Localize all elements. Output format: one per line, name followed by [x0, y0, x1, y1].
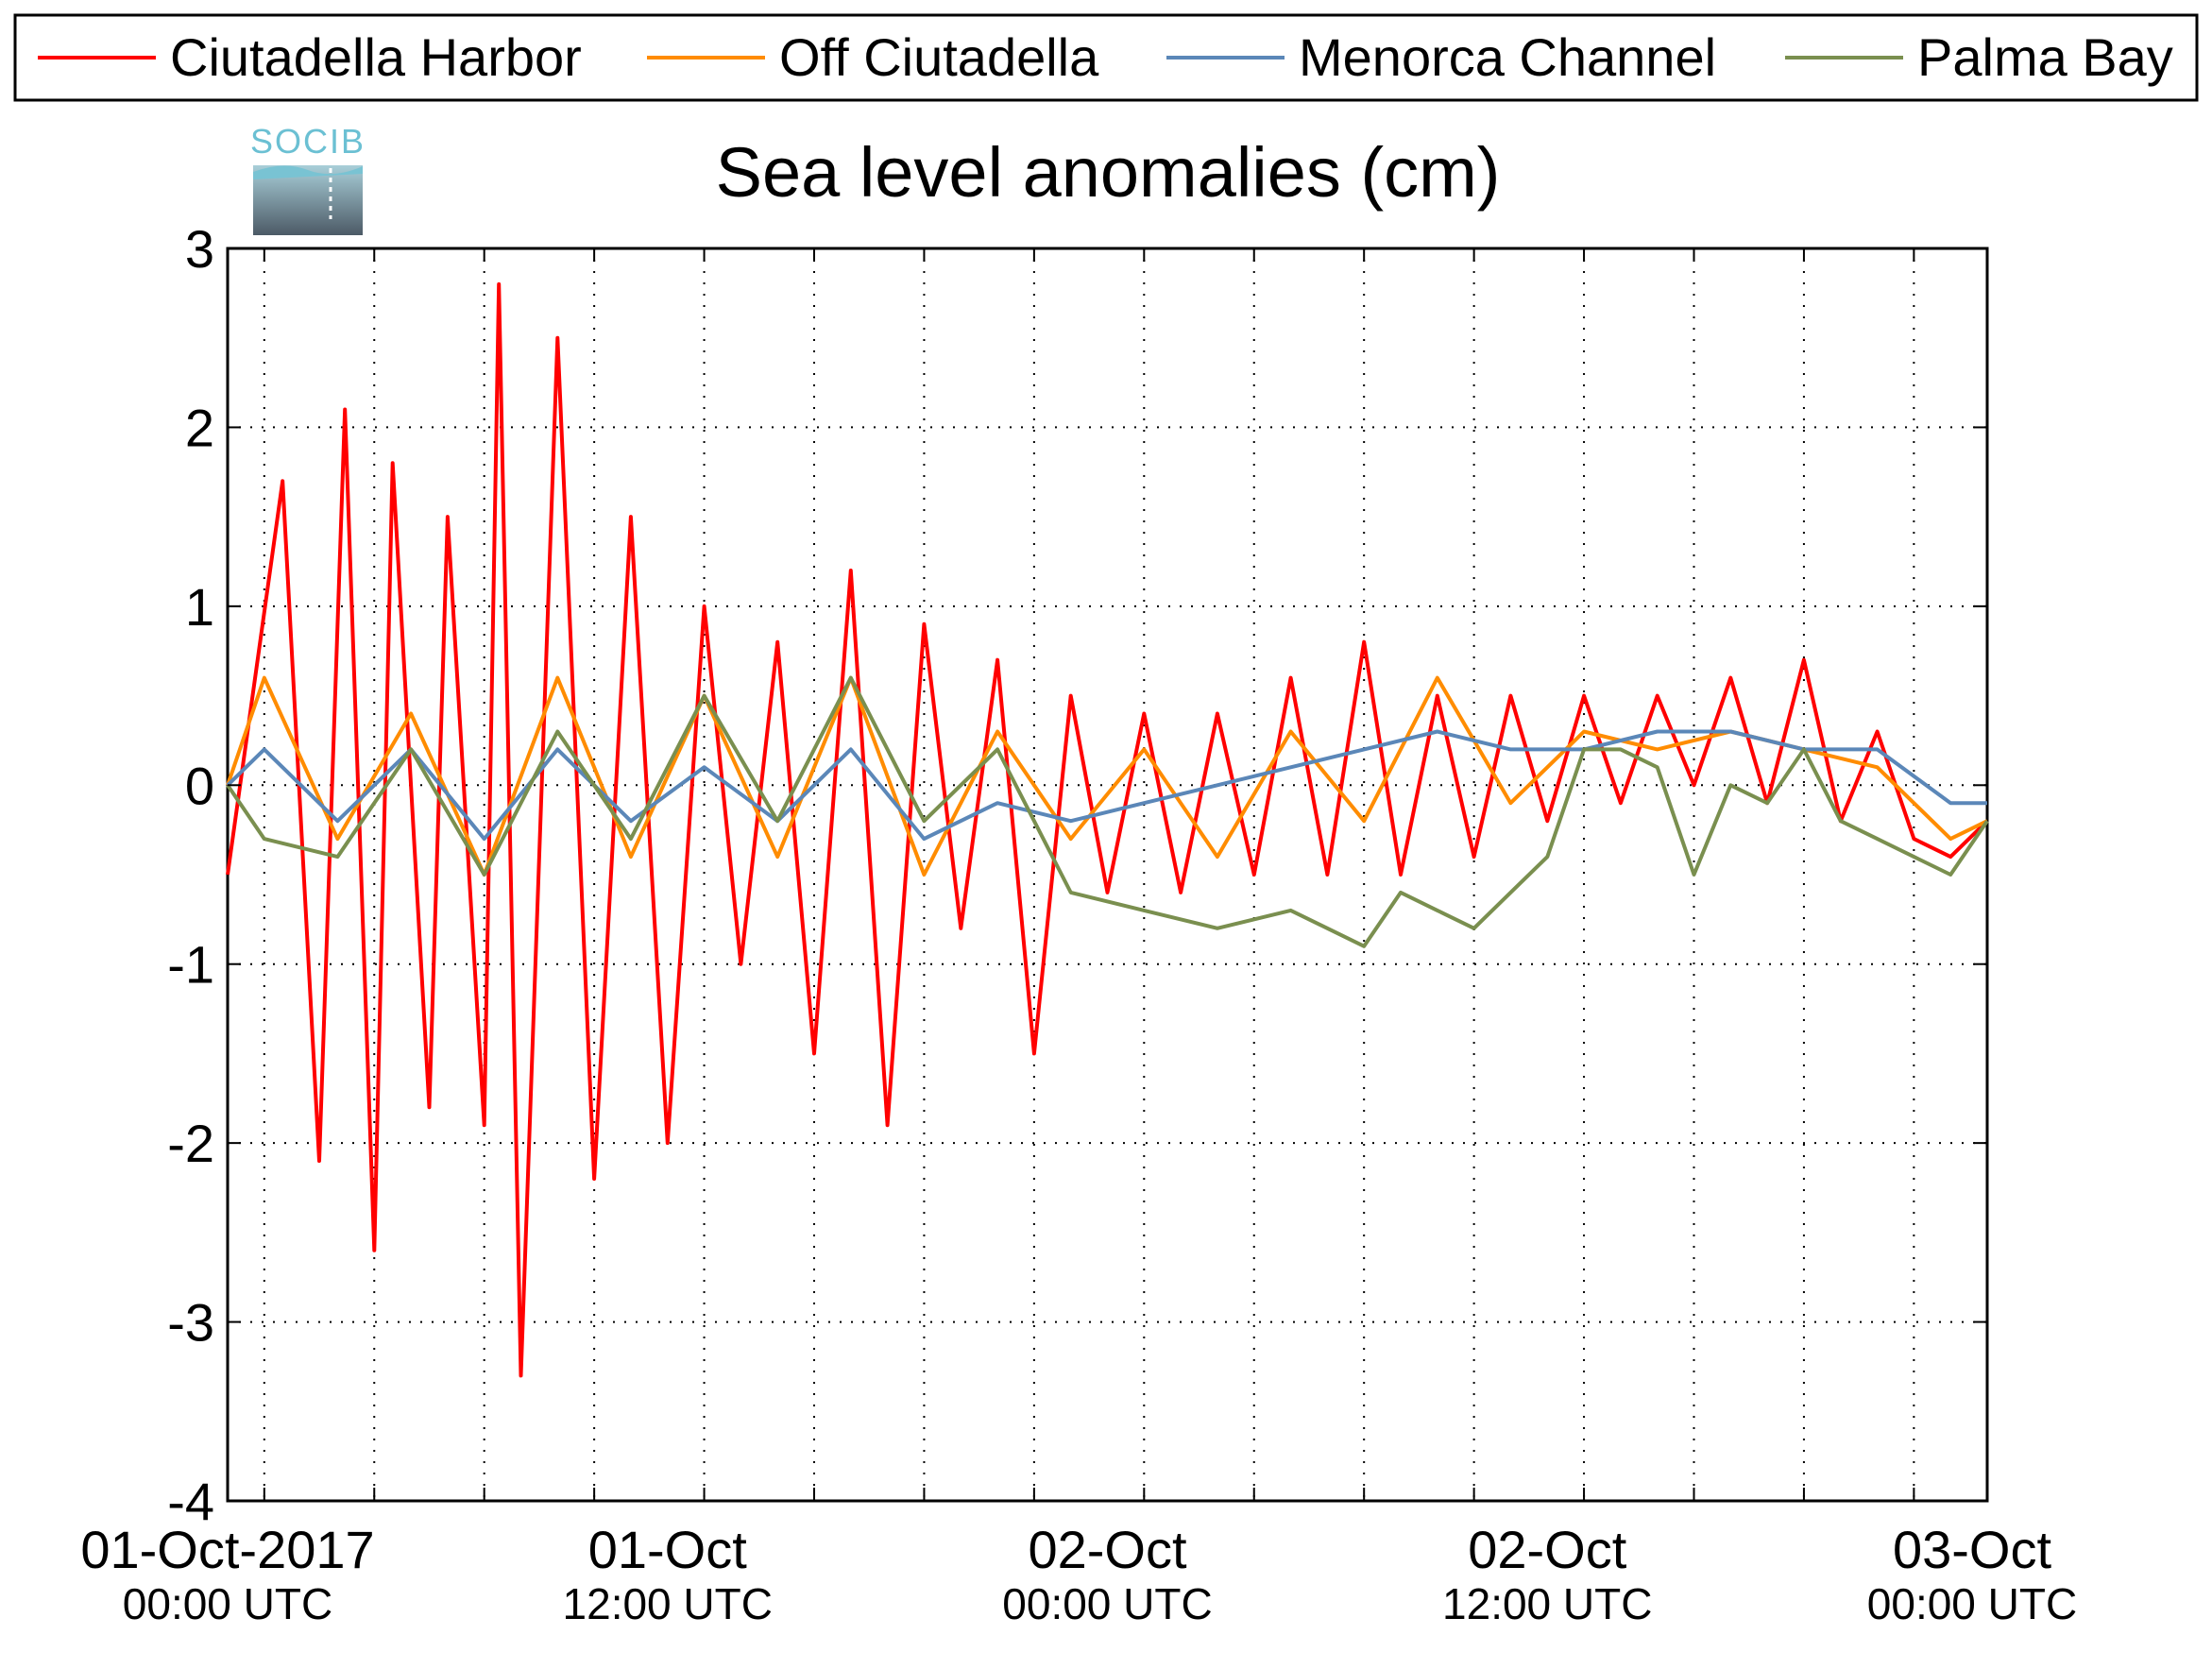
socib-logo: SOCIB	[250, 122, 366, 235]
legend-label: Ciutadella Harbor	[170, 27, 582, 87]
x-tick-label: 02-Oct	[1468, 1520, 1626, 1579]
y-tick-label: -3	[167, 1293, 214, 1353]
y-tick-label: -4	[167, 1472, 214, 1531]
y-tick-label: -1	[167, 935, 214, 995]
series-line	[226, 675, 1988, 877]
legend: Ciutadella Harbor Off Ciutadella Menorca C…	[13, 13, 2199, 102]
y-tick-label: 2	[185, 398, 214, 457]
x-tick-sublabel: 12:00 UTC	[1442, 1579, 1652, 1628]
y-tick-label: 0	[185, 756, 214, 815]
series-line	[226, 729, 1987, 842]
x-tick-label: 01-Oct	[588, 1520, 747, 1579]
x-tick-sublabel: 00:00 UTC	[1867, 1579, 2077, 1628]
x-tick-sublabel: 12:00 UTC	[563, 1579, 773, 1628]
y-tick-label: 3	[185, 219, 214, 279]
x-tick-label: 03-Oct	[1893, 1520, 2051, 1579]
x-tick-sublabel: 00:00 UTC	[1002, 1579, 1212, 1628]
x-tick-sublabel: 00:00 UTC	[123, 1579, 332, 1628]
plot-frame	[226, 247, 1989, 1503]
legend-label: Menorca Channel	[1299, 27, 1716, 87]
series-line	[226, 281, 1989, 1378]
legend-label: Palma Bay	[1917, 27, 2173, 87]
x-tick-label: 01-Oct-2017	[80, 1520, 374, 1579]
series-line	[226, 675, 1989, 948]
y-tick-label: -2	[167, 1114, 214, 1173]
legend-label: Off Ciutadella	[779, 27, 1099, 87]
logo-text: SOCIB	[250, 122, 366, 161]
y-tick-label: 1	[185, 577, 214, 637]
chart-title: Sea level anomalies (cm)	[716, 133, 1501, 212]
x-tick-label: 02-Oct	[1028, 1520, 1186, 1579]
